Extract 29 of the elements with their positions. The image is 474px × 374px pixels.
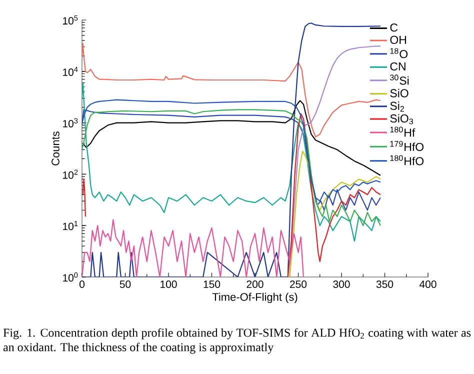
legend-label: $^{30}$Si (390, 74, 409, 85)
y-tick-label: 10$^{4}$ (63, 66, 78, 76)
x-tick-label: 400 (419, 280, 436, 288)
legend-label: $^{18}$O (390, 48, 408, 58)
x-tick-label: 200 (246, 280, 264, 288)
legend-label: CN (390, 62, 406, 70)
y-tick-label: 10$^{3}$ (63, 118, 78, 128)
x-tick-label: 250 (290, 280, 307, 288)
text: Fig. 1. Concentration depth profile obtained by TOF-SIMS for ALD HfO$_{2}$ coating with water as an oxidant. The thickness of the coating is approximatly (3, 328, 471, 354)
x-axis-title: Time-Of-Flight (s) (212, 292, 298, 304)
legend-label: C (390, 23, 398, 32)
y-tick-label: 10$^{2}$ (63, 170, 78, 179)
legend-label: $^{180}$HfO (390, 155, 424, 166)
y-axis-title: Counts (52, 131, 60, 166)
x-tick-label: 350 (376, 280, 394, 288)
legend-label: Si$_{2}$ (390, 101, 404, 112)
x-tick-label: 150 (204, 280, 220, 288)
y-tick-label: 10$^{1}$ (63, 221, 78, 230)
y-tick-label: 10$^{5}$ (63, 15, 78, 25)
y-tick-label: 10$^{0}$ (63, 272, 78, 282)
x-tick-label: 300 (333, 280, 350, 288)
legend-label: $^{179}$HfO (390, 140, 424, 152)
legend-label: OH (390, 36, 406, 44)
legend-label: SiO (390, 88, 408, 98)
x-tick-label: 50 (120, 280, 131, 288)
x-tick-label: 100 (160, 280, 177, 288)
x-tick-label: 0 (79, 280, 85, 288)
legend-label: $^{180}$Hf (390, 126, 416, 137)
legend-label: SiO$_{3}$ (390, 114, 414, 124)
